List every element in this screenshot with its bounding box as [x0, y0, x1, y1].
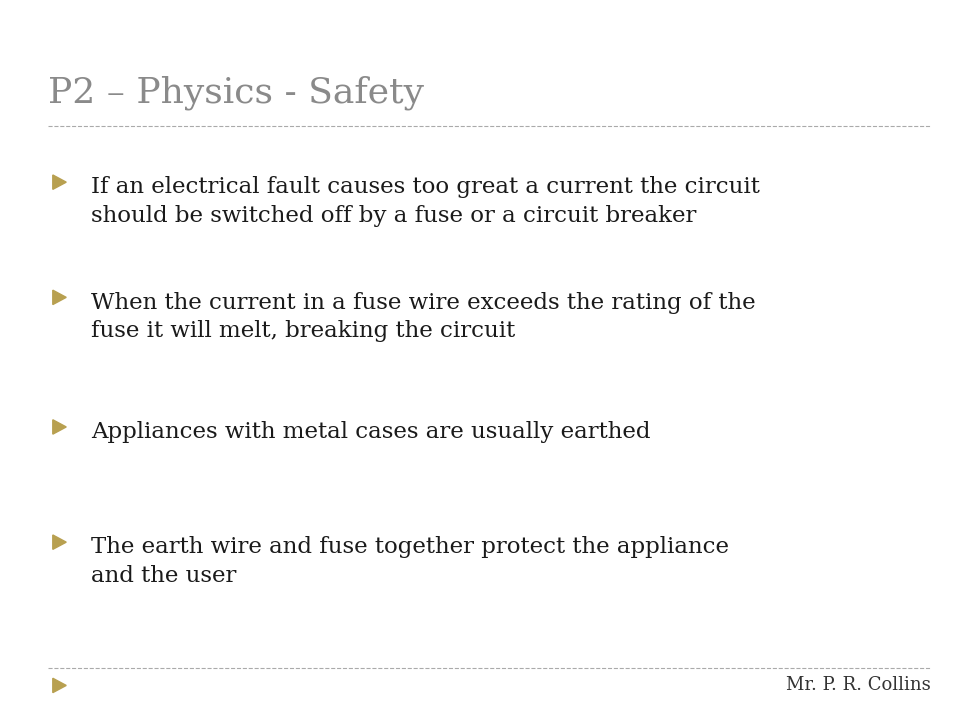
Text: Mr. P. R. Collins: Mr. P. R. Collins	[786, 677, 931, 694]
Text: P2 – Physics - Safety: P2 – Physics - Safety	[48, 76, 424, 110]
Text: The earth wire and fuse together protect the appliance
and the user: The earth wire and fuse together protect…	[91, 536, 730, 588]
Text: Appliances with metal cases are usually earthed: Appliances with metal cases are usually …	[91, 421, 651, 444]
Polygon shape	[53, 175, 66, 189]
Polygon shape	[53, 290, 66, 305]
Polygon shape	[53, 535, 66, 549]
Polygon shape	[53, 678, 66, 693]
Text: If an electrical fault causes too great a current the circuit
should be switched: If an electrical fault causes too great …	[91, 176, 760, 228]
Polygon shape	[53, 420, 66, 434]
Text: When the current in a fuse wire exceeds the rating of the
fuse it will melt, bre: When the current in a fuse wire exceeds …	[91, 292, 756, 343]
